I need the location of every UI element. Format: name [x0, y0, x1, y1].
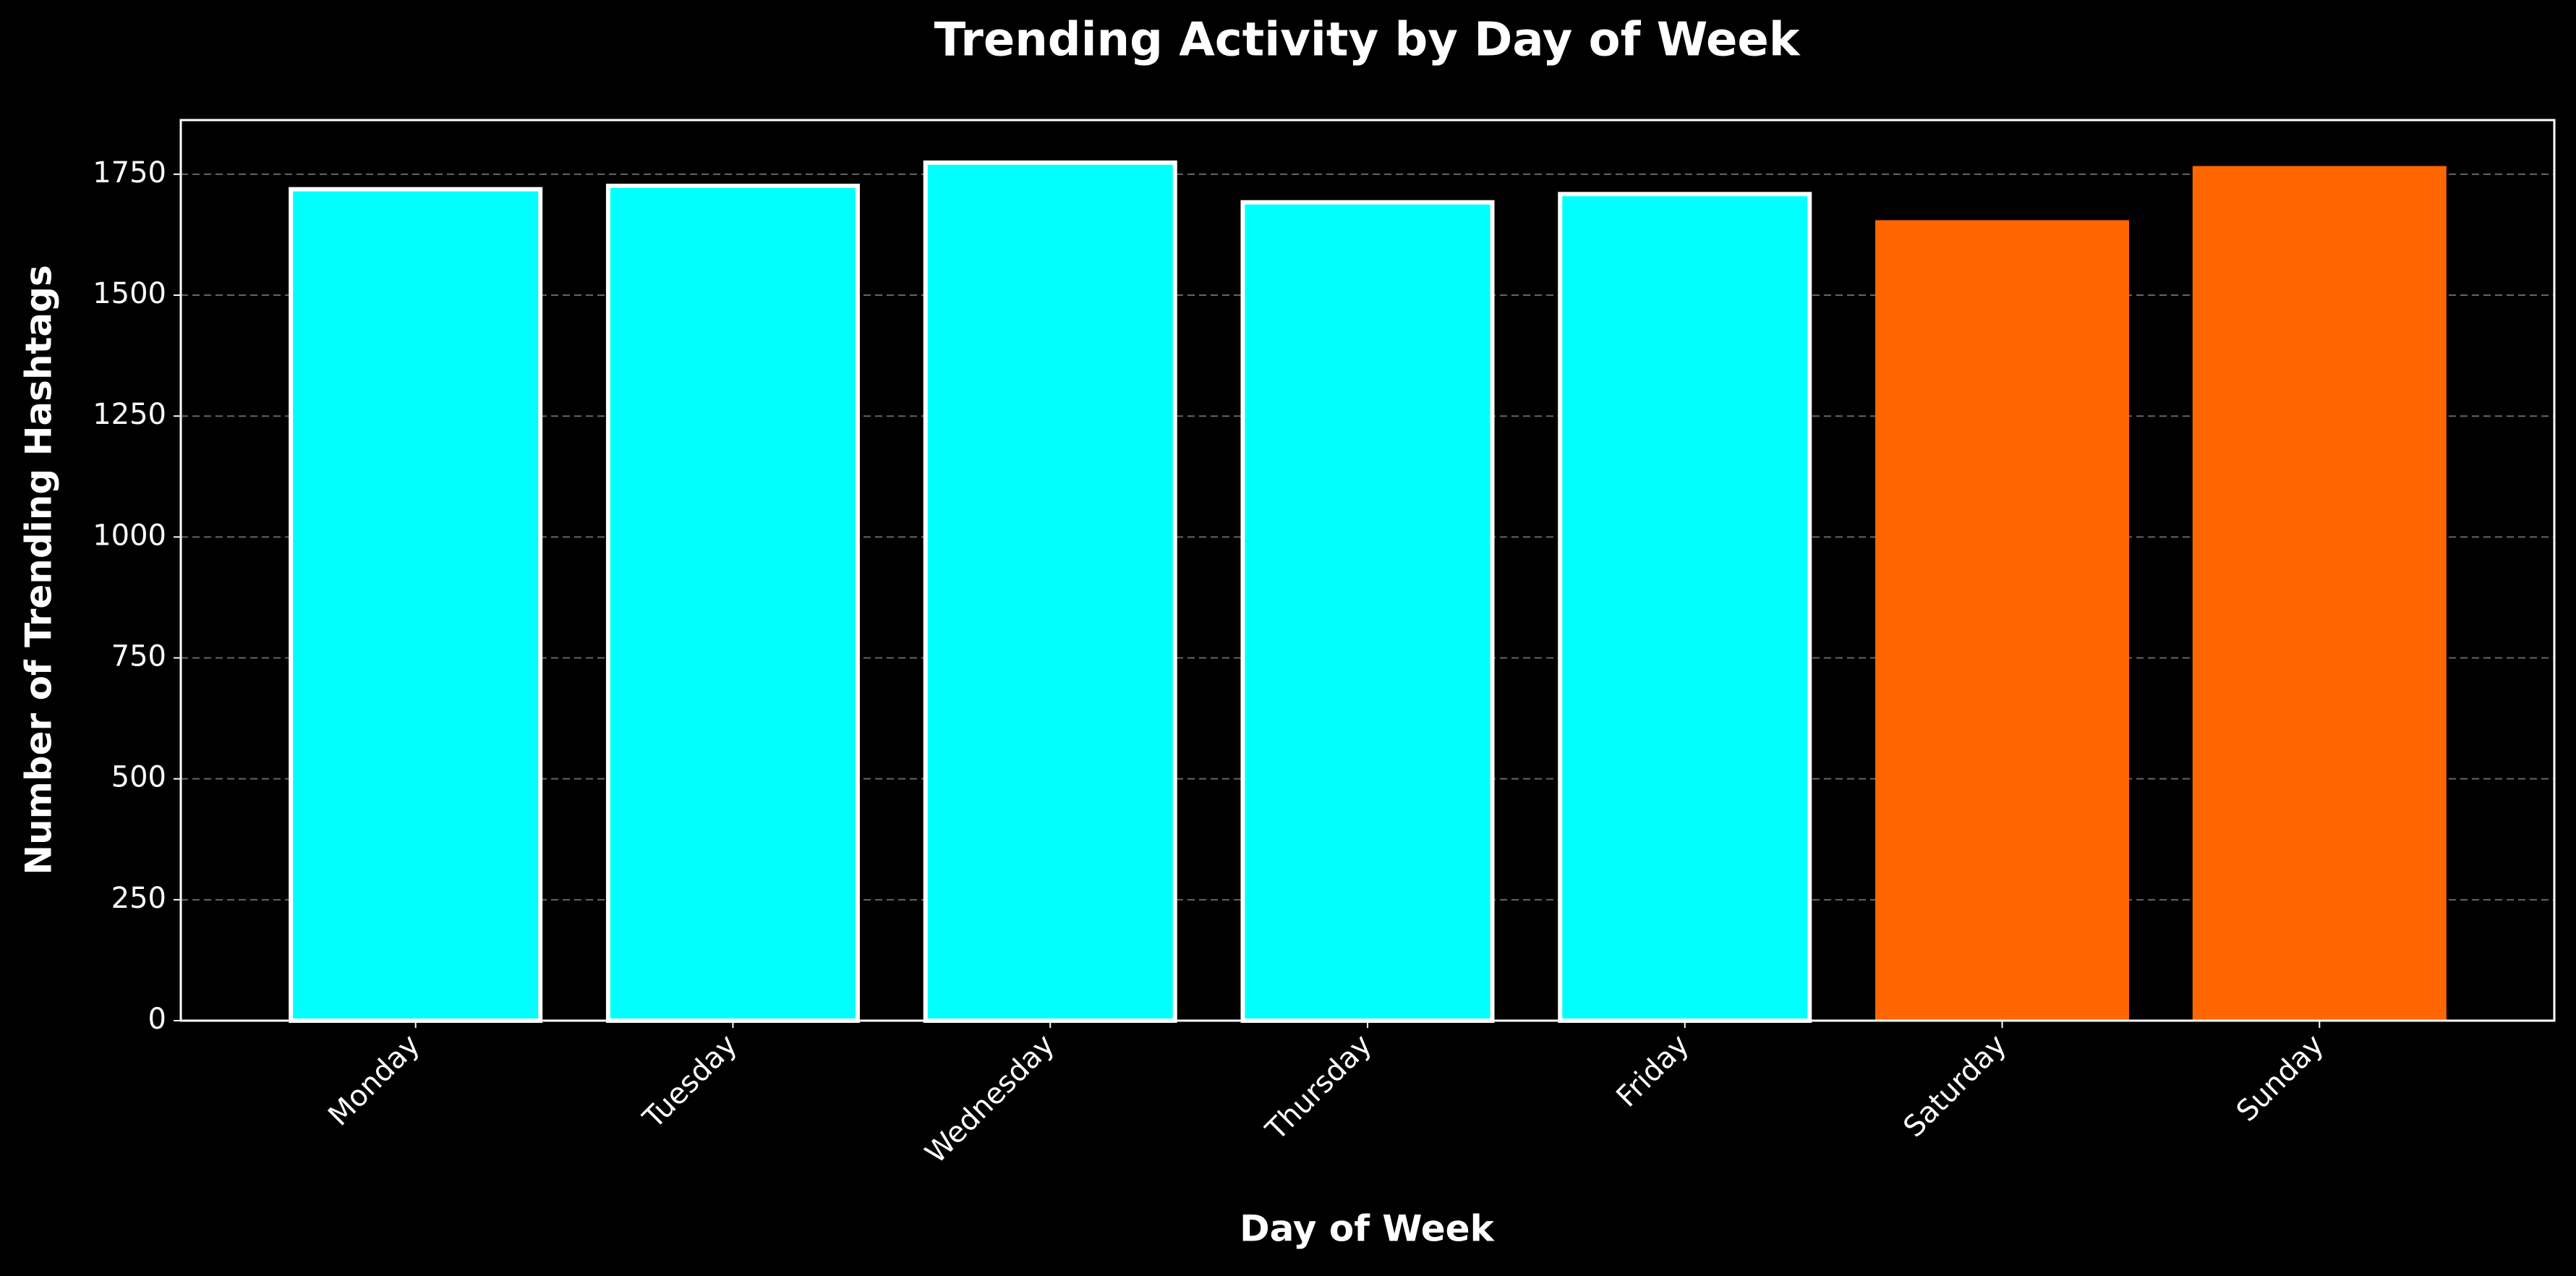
y-tick-label: 1750: [93, 156, 166, 190]
bar: [289, 187, 543, 1023]
chart-title: Trending Activity by Day of Week: [934, 14, 1801, 67]
bar: [1875, 220, 2130, 1021]
y-tick-label: 750: [111, 640, 166, 673]
x-axis-label: Day of Week: [1240, 1208, 1495, 1250]
bar: [1240, 200, 1495, 1023]
y-axis-label: Number of Trending Hashtags: [18, 265, 60, 875]
y-tick-label: 500: [111, 761, 166, 794]
y-tick-label: 1000: [93, 519, 166, 552]
y-tick-label: 250: [111, 882, 166, 915]
bar: [605, 183, 860, 1024]
plot-frame: [179, 119, 2556, 1022]
y-tick-label: 1250: [93, 398, 166, 431]
y-tick-label: 1500: [93, 277, 166, 310]
bar: [923, 160, 1177, 1023]
bar: [2192, 166, 2447, 1021]
bar: [1558, 192, 1812, 1024]
y-tick-label: 0: [148, 1003, 166, 1036]
